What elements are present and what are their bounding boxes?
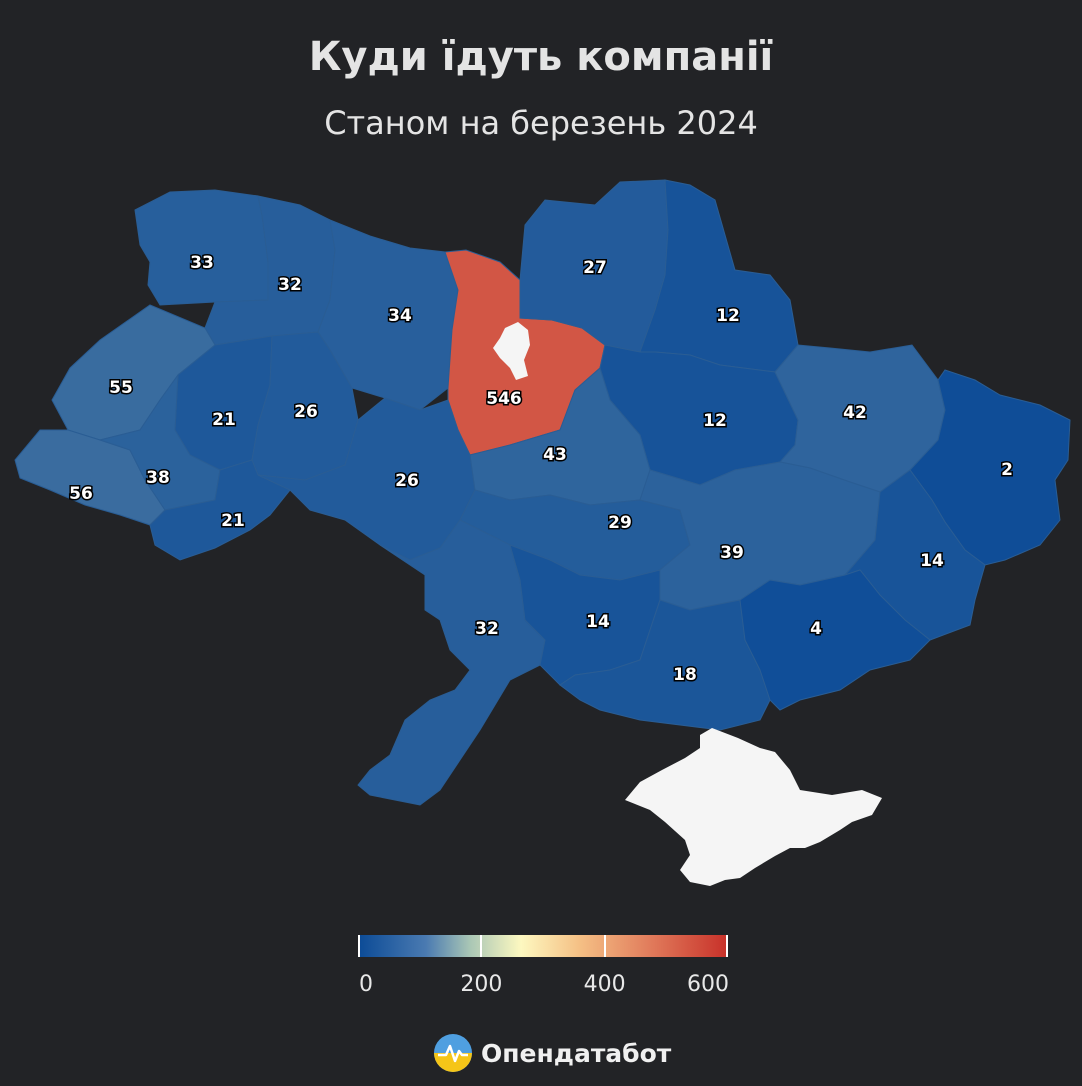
region-value-label: 12 [703,411,727,431]
legend-label: 0 [359,972,373,997]
map-region [559,599,771,731]
map-region [909,369,1071,566]
kyiv-city-region [493,322,530,380]
region-value-label: 38 [146,468,170,488]
legend-label: 600 [687,972,729,997]
region-value-label: 34 [388,306,412,326]
region-value-label: 546 [486,389,522,409]
legend-tick [480,935,483,957]
crimea-region [625,728,882,886]
map-region [357,519,546,806]
region-value-label: 42 [843,403,867,423]
region-value-label: 21 [221,511,245,531]
map-region [739,569,931,711]
region-value-label: 26 [294,402,318,422]
legend-tick [603,935,606,957]
legend-color-scale [358,935,728,957]
legend-label: 200 [460,972,503,997]
region-value-label: 32 [278,275,302,295]
brand: Опендатабот [433,1032,671,1074]
region-value-label: 43 [543,445,567,465]
legend-label: 400 [583,972,626,997]
region-value-label: 39 [720,543,744,563]
region-value-label: 4 [810,619,822,639]
region-value-label: 14 [586,612,610,632]
region-value-label: 55 [109,378,133,398]
map-region [134,189,269,306]
region-value-label: 56 [69,484,93,504]
region-value-label: 29 [608,513,632,533]
region-value-label: 21 [212,410,236,430]
region-value-label: 12 [716,306,740,326]
region-value-label: 26 [395,471,419,491]
map-title: Куди їдуть компанії [308,34,774,80]
map-region [149,459,291,561]
region-value-label: 2 [1001,460,1013,480]
region-value-label: 33 [190,253,214,273]
opendatabot-logo-icon [434,1034,472,1072]
map-subtitle: Станом на березень 2024 [324,104,758,142]
region-value-label: 32 [475,619,499,639]
region-value-label: 27 [583,258,607,278]
region-value-label: 14 [920,551,944,571]
brand-name: Опендатабот [481,1038,672,1068]
region-value-label: 18 [673,665,697,685]
